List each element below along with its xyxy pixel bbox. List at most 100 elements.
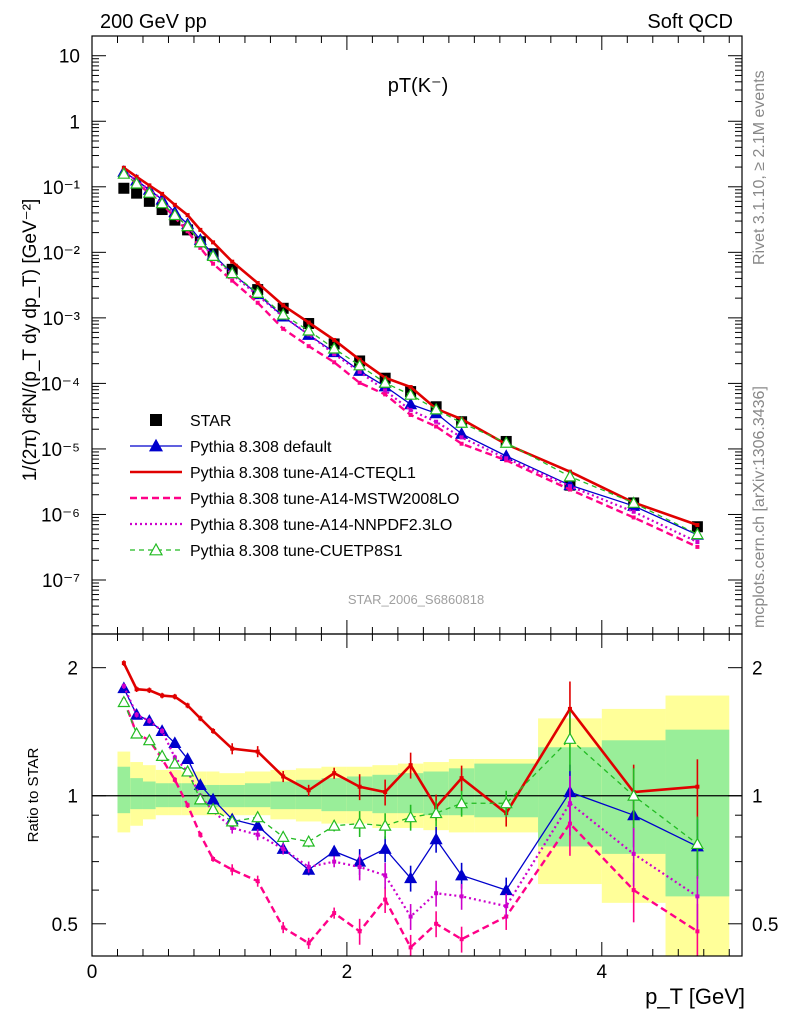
main-y-tick-label: 10⁻⁴ [41, 374, 80, 395]
legend-label: Pythia 8.308 tune-A14-MSTW2008LO [190, 491, 459, 508]
ratio-panel: 0.5 0.5 1 1 2 2 0 2 4 Ratio to STAR p_T [GeV] [25, 633, 779, 1009]
cuetp8s1-marker [130, 176, 144, 189]
mstw-ratio-marker [357, 929, 362, 934]
cuetp8s1-marker [455, 416, 469, 428]
nnpdf-marker [459, 435, 464, 440]
mstw-marker [198, 245, 203, 250]
cteql1-ratio-marker [121, 661, 126, 666]
nnpdf-marker [631, 509, 636, 514]
cteql1-ratio-marker [306, 788, 311, 793]
cuetp8s1-marker [378, 376, 392, 388]
default-marker [404, 397, 418, 410]
main-series-layer [117, 164, 704, 549]
cuetp8s1-marker [225, 266, 239, 279]
cteql1-ratio-marker [172, 694, 177, 699]
mstw-ratio-marker [434, 921, 439, 926]
cteql1-marker [281, 303, 286, 308]
star-data-point [169, 214, 181, 226]
series-nnpdf [121, 169, 700, 545]
cuetp8s1-ratio-marker [455, 796, 469, 809]
star-data-point [118, 182, 130, 194]
ratio-y-axis-label: Ratio to STAR [25, 747, 42, 842]
mstw-ratio-marker [172, 777, 177, 782]
legend-label: Pythia 8.308 tune-A14-NNPDF2.3LO [190, 517, 452, 534]
mstw-ratio-marker [631, 888, 636, 893]
cuetp8s1-marker [155, 196, 169, 209]
nnpdf-ratio-marker [147, 718, 152, 723]
cuetp8s1-marker [353, 358, 367, 371]
cteql1-marker [198, 227, 203, 232]
cteql1-ratio-marker [281, 774, 286, 779]
nnpdf-marker [695, 540, 700, 545]
default-ratio-marker [499, 883, 513, 896]
mstw-ratio-marker [255, 879, 260, 884]
nnpdf-marker [434, 419, 439, 424]
cuetp8s1-ratio-curve [123, 701, 698, 845]
nnpdf-ratio-marker [408, 914, 413, 919]
nnpdf-ratio-marker [255, 832, 260, 837]
main-y-axis-label: 1/(2π) d²N/(p_T dy dp_T) [GeV⁻²] [20, 199, 41, 482]
x-tick-label: 4 [597, 962, 608, 983]
cteql1-ratio-curve [122, 662, 698, 816]
ratio-y-tick-label-right: 1 [752, 787, 763, 808]
cuetp8s1-marker [276, 307, 290, 320]
rivet-version-text: Rivet 3.1.10, ≥ 2.1M events [751, 70, 768, 265]
cuetp8s1-ratio-marker [155, 749, 169, 761]
default-ratio-marker [193, 778, 207, 790]
cteql1-ratio-marker [255, 749, 260, 754]
mstw-ratio-marker [230, 867, 235, 872]
ratio-series-layer [117, 660, 704, 956]
main-y-tick-label: 10⁻² [43, 243, 81, 264]
x-tick-label: 0 [87, 962, 98, 983]
inner-uncertainty-band [130, 778, 143, 810]
legend-entry-cuetp8s1: Pythia 8.308 tune-CUETP8S1 [130, 542, 403, 560]
mstw-marker [408, 412, 413, 417]
legend-entry-mstw: Pythia 8.308 tune-A14-MSTW2008LO [130, 491, 459, 508]
ratio-frame [91, 633, 743, 957]
mstw-marker [434, 424, 439, 429]
cuetp8s1-ratio-marker [327, 819, 341, 831]
cteql1-ratio-marker [198, 716, 203, 721]
nnpdf-ratio-marker [121, 684, 126, 689]
default-ratio-curve [123, 687, 698, 891]
cuetp8s1-ratio-marker [251, 810, 265, 823]
legend-label: Pythia 8.308 default [190, 439, 332, 456]
mstw-ratio-marker [281, 925, 286, 930]
nnpdf-marker [332, 352, 337, 357]
series-cuetp8s1 [117, 167, 704, 540]
main-y-tick-labels: 10⁻⁷ 10⁻⁶ 10⁻⁵ 10⁻⁴ 10⁻³ 10⁻² 10⁻¹ 1 10 [41, 47, 80, 592]
cteql1-marker [160, 191, 165, 196]
legend-entry-star: STAR [150, 413, 231, 430]
x-axis-label: p_T [GeV] [645, 984, 745, 1009]
mstw-marker [459, 441, 464, 446]
legend-marker [148, 438, 164, 452]
cuetp8s1-ratio-marker [206, 802, 220, 815]
mstw-ratio-marker [198, 832, 203, 837]
nnpdf-marker [383, 388, 388, 393]
mstw-marker [695, 544, 700, 549]
mstw-marker [567, 487, 572, 492]
cuetp8s1-marker [251, 286, 265, 298]
mstw-marker [230, 278, 235, 283]
ratio-y-tick-labels: 0.5 0.5 1 1 2 2 [52, 659, 779, 936]
cuetp8s1-marker [168, 208, 182, 221]
main-y-tick-label: 10 [59, 47, 80, 68]
cteql1-ratio-marker [211, 728, 216, 733]
ratio-series-nnpdf [121, 683, 700, 930]
nnpdf-ratio-marker [306, 864, 311, 869]
cteql1-ratio-marker [147, 688, 152, 693]
series-default [117, 164, 704, 540]
default-ratio-marker [168, 736, 182, 749]
mstw-marker [631, 515, 636, 520]
main-y-tick-label: 10⁻³ [43, 309, 81, 330]
cuetp8s1-curve [123, 173, 698, 535]
nnpdf-marker [408, 408, 413, 413]
ratio-uncertainty-bands [117, 695, 730, 956]
legend-entry-nnpdf: Pythia 8.308 tune-A14-NNPDF2.3LO [130, 517, 452, 534]
nnpdf-ratio-marker [230, 825, 235, 830]
ratio-y-tick-label-right: 0.5 [752, 915, 778, 936]
cteql1-ratio-marker [408, 763, 413, 768]
ratio-y-tick-label: 2 [67, 659, 78, 680]
cteql1-ratio-marker [185, 703, 190, 708]
cuetp8s1-ratio-marker [225, 814, 239, 827]
